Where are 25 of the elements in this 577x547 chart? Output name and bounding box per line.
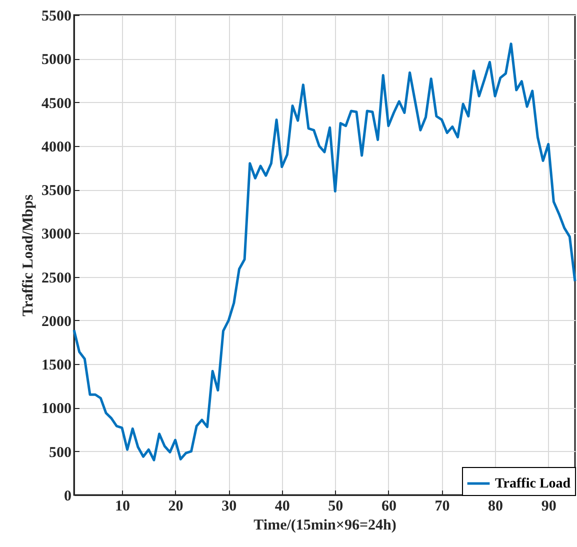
y-tick-label: 3000 [42,226,72,243]
y-tick-label: 4000 [42,139,72,156]
x-tick-label: 90 [541,498,556,514]
y-tick-label: 4500 [42,96,72,112]
x-tick-label: 10 [114,498,130,514]
y-tick-label: 0 [64,488,72,504]
y-tick-label: 5500 [42,8,72,24]
y-tick-label: 2000 [42,314,72,330]
y-axis-title: Traffic Load/Mbps [20,194,36,316]
x-tick-label: 20 [168,498,184,514]
y-tick-label: 5000 [42,52,72,68]
x-tick-label: 30 [222,498,237,514]
y-tick-label: 1000 [42,401,72,418]
x-tick-label: 70 [434,498,450,514]
x-tick-label: 40 [274,498,290,514]
line-series [72,42,576,462]
x-tick-label: 60 [381,498,396,514]
x-axis-title: Time/(15min×96=24h) [254,518,396,534]
y-tick-label: 500 [49,444,72,461]
x-tick-label: 80 [488,498,504,514]
y-tick-label: 3500 [42,183,72,200]
y-tick-label: 2500 [42,270,72,286]
y-tick-label: 1500 [42,358,72,374]
legend-label: Traffic Load [495,476,571,492]
x-tick-label: 50 [328,498,344,514]
